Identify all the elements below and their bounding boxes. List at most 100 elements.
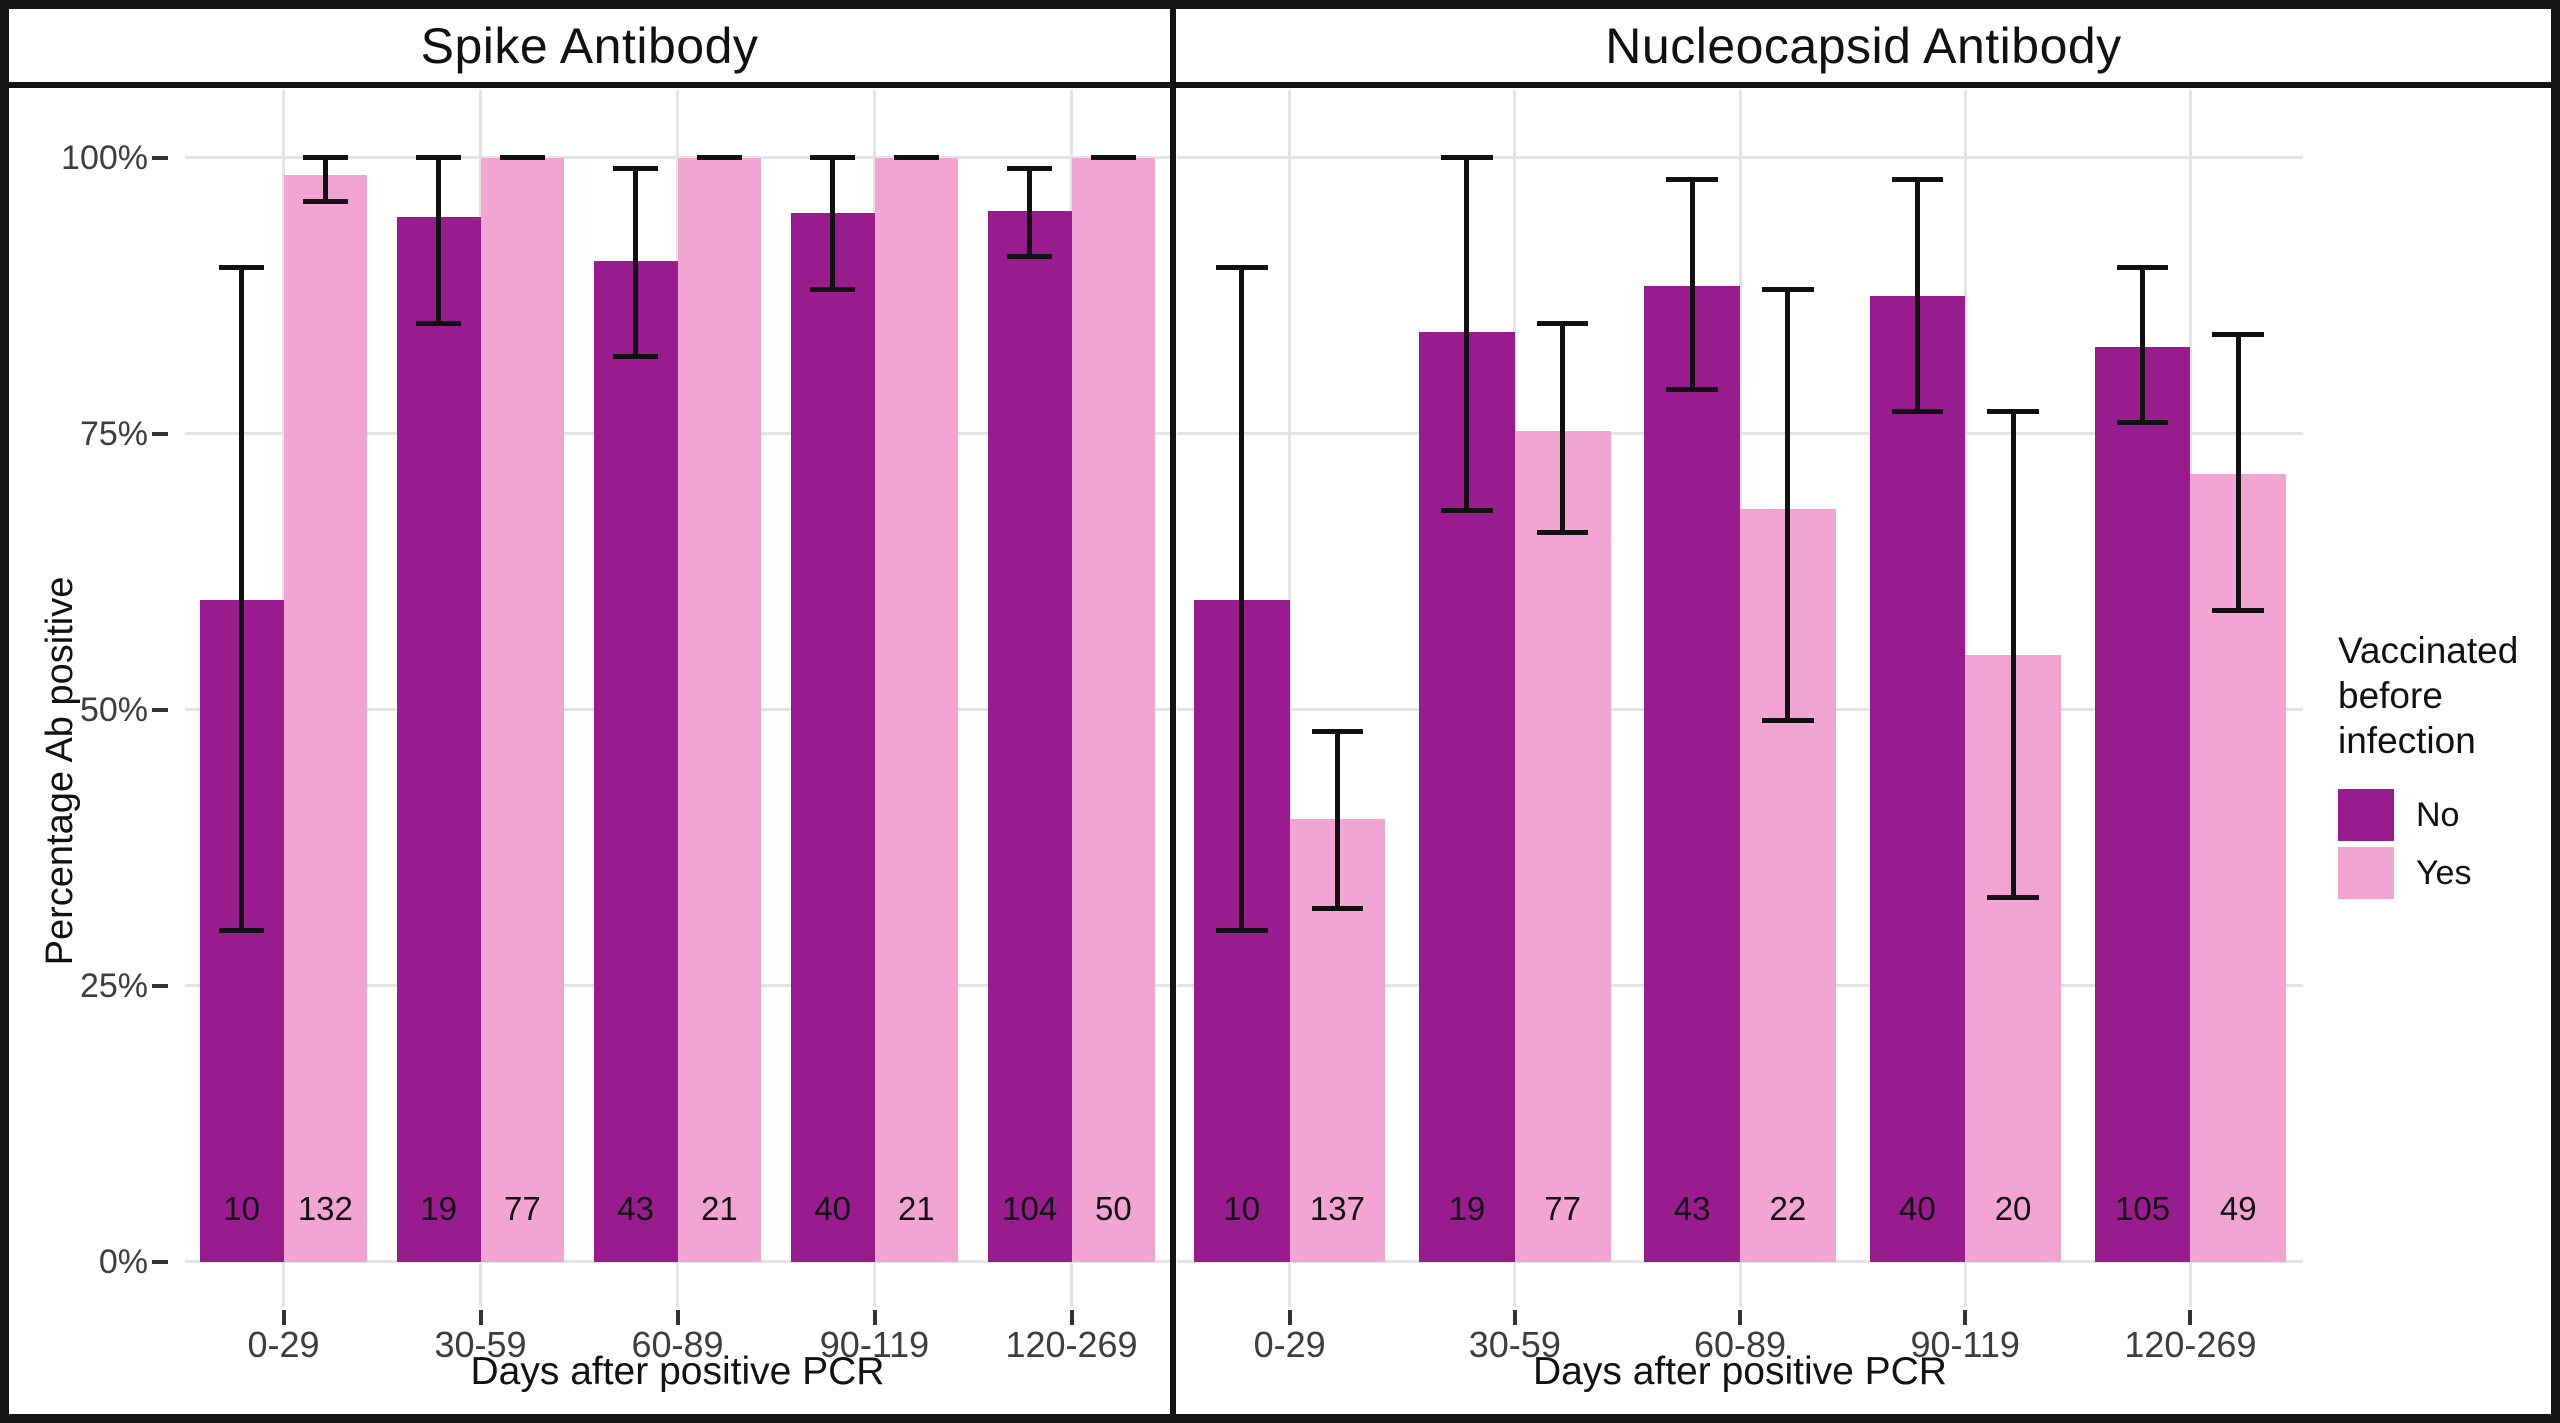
bar-slot-no-60-89: 43 (593, 158, 678, 1262)
bar-slot-no-120-269: 105 (2094, 158, 2191, 1262)
error-bar-cap-upper (1891, 177, 1944, 183)
bar-slot-no-0-29: 10 (199, 158, 284, 1262)
error-bar-cap-lower (416, 320, 462, 326)
x-tick-mark (675, 1310, 680, 1325)
error-bar-line (1464, 158, 1470, 512)
legend-title: Vaccinated before infection (2338, 630, 2519, 762)
x-axis-title-spike: Days after positive PCR (470, 1350, 885, 1393)
error-bar-cap-upper (1762, 287, 1814, 293)
y-tick-mark (152, 156, 168, 160)
panel-nucleocapsid-bars: 0-29 10 137 30-59 19 77 60-89 43 22 90-119 40 20 120… (1177, 90, 2303, 1365)
bar-count-label: 77 (1544, 1190, 1581, 1227)
x-tick-mark (2188, 1310, 2193, 1325)
panel-divider (1170, 9, 1176, 1414)
error-bar-cap-upper (2116, 265, 2169, 271)
error-bar-line (436, 158, 442, 324)
error-bar-cap-upper (2212, 331, 2265, 337)
error-bar-line (2235, 334, 2241, 611)
bar-count-label: 40 (814, 1190, 851, 1227)
x-tick-mark (1512, 1310, 1517, 1325)
x-tick-mark (1738, 1310, 1742, 1325)
facet-title-spike: Spike Antibody (420, 17, 759, 74)
bar-count-label: 10 (223, 1190, 260, 1227)
x-tick-label: 120-269 (1005, 1324, 1138, 1365)
bar-count-label: 50 (1095, 1190, 1132, 1227)
bar-slot-yes-90-119: 21 (874, 155, 959, 1262)
error-bar-line (1239, 268, 1245, 931)
bar-group-60-89: 60-89 43 21 (579, 90, 776, 1365)
error-bar-cap-lower (2116, 419, 2169, 425)
bar-count-label: 22 (1769, 1190, 1807, 1227)
bar-slot-yes-0-29: 132 (283, 155, 368, 1262)
error-bar-cap-lower (1311, 905, 1364, 911)
error-bar-line (1689, 180, 1695, 390)
bar-slot-yes-90-119: 20 (1965, 158, 2061, 1262)
error-bar-cap-upper (1536, 320, 1589, 326)
bar-count-label: 20 (1994, 1190, 2032, 1227)
bar-slot-no-90-119: 40 (790, 155, 875, 1262)
legend-swatch-yes (2338, 847, 2394, 900)
x-axis-title-nucleocapsid: Days after positive PCR (1533, 1350, 1947, 1393)
bar-slot-yes-60-89: 22 (1740, 158, 1836, 1262)
error-bar-cap-upper (893, 155, 939, 160)
bar-group-60-89: 60-89 43 22 (1627, 90, 1852, 1365)
legend-swatch-no (2338, 789, 2394, 842)
error-bar-cap-upper (302, 155, 348, 160)
bar-no-60-89 (1644, 286, 1740, 1262)
y-tick-mark (152, 432, 168, 436)
panel-spike-bars: 0-29 10 132 30-59 19 77 60-89 43 21 90-119 40 21 120… (185, 90, 1170, 1365)
bar-no-90-119 (1869, 296, 1966, 1262)
error-bar-cap-lower (1441, 508, 1493, 514)
error-bar-cap-lower (1891, 408, 1944, 414)
error-bar-cap-upper (1311, 729, 1364, 735)
bar-count-label: 40 (1898, 1190, 1936, 1227)
error-bar-line (322, 158, 328, 203)
y-tick-mark (152, 984, 168, 988)
error-bar-cap-upper (613, 166, 659, 172)
error-bar-cap-lower (219, 927, 265, 933)
error-bar-cap-lower (1666, 386, 1718, 392)
error-bar-cap-lower (613, 353, 659, 359)
facet-strip: Spike Antibody Nucleocapsid Antibody (9, 9, 2551, 88)
x-tick-mark (478, 1310, 483, 1325)
error-bar-line (633, 169, 639, 357)
bar-count-label: 10 (1223, 1190, 1261, 1227)
x-tick-mark (1963, 1310, 1968, 1325)
bar-slot-no-90-119: 40 (1869, 158, 1966, 1262)
error-bar-line (1334, 732, 1340, 909)
x-tick-label: 90-119 (1910, 1324, 2020, 1365)
bar-count-label: 19 (420, 1190, 457, 1227)
bar-yes-120-269 (1071, 158, 1156, 1262)
bar-no-30-59 (396, 216, 481, 1262)
x-tick-mark (872, 1310, 877, 1325)
y-tick-mark (152, 1260, 168, 1264)
x-tick-label: 90-119 (819, 1324, 930, 1365)
bar-count-label: 132 (297, 1190, 353, 1227)
bar-slot-yes-0-29: 137 (1289, 158, 1386, 1262)
error-bar-cap-lower (1987, 894, 2039, 900)
bar-count-label: 43 (1673, 1190, 1711, 1227)
error-bar-cap-lower (302, 199, 348, 205)
error-bar-line (2140, 268, 2146, 423)
x-tick-label: 30-59 (1468, 1324, 1561, 1365)
legend-item-no: No (2338, 789, 2552, 842)
facet-title-nucleocapsid: Nucleocapsid Antibody (1605, 17, 2122, 74)
bar-count-label: 43 (617, 1190, 654, 1227)
bar-slot-no-60-89: 43 (1644, 158, 1740, 1262)
legend: Vaccinated before infection No Yes (2338, 628, 2552, 905)
y-axis-title: Percentage Ab positive (39, 576, 81, 966)
bar-group-0-29: 0-29 10 132 (185, 90, 382, 1365)
bar-group-30-59: 30-59 19 77 (1402, 90, 1627, 1365)
bar-count-label: 77 (504, 1190, 541, 1227)
bar-count-label: 19 (1448, 1190, 1486, 1227)
bar-group-90-119: 90-119 40 20 (1853, 90, 2078, 1365)
error-bar-cap-upper (1007, 166, 1053, 172)
bar-yes-90-119 (874, 158, 959, 1262)
y-tick-label-100: 100% (61, 139, 148, 177)
bar-group-30-59: 30-59 19 77 (382, 90, 579, 1365)
x-tick-label: 60-89 (631, 1324, 724, 1365)
bar-yes-30-59 (480, 158, 565, 1262)
nucleocapsid-plot-area: 0-29 10 137 30-59 19 77 60-89 43 22 90-119 40 20 120… (1177, 90, 2303, 1365)
error-bar-cap-upper (1987, 408, 2039, 414)
bar-count-label: 21 (701, 1190, 738, 1227)
